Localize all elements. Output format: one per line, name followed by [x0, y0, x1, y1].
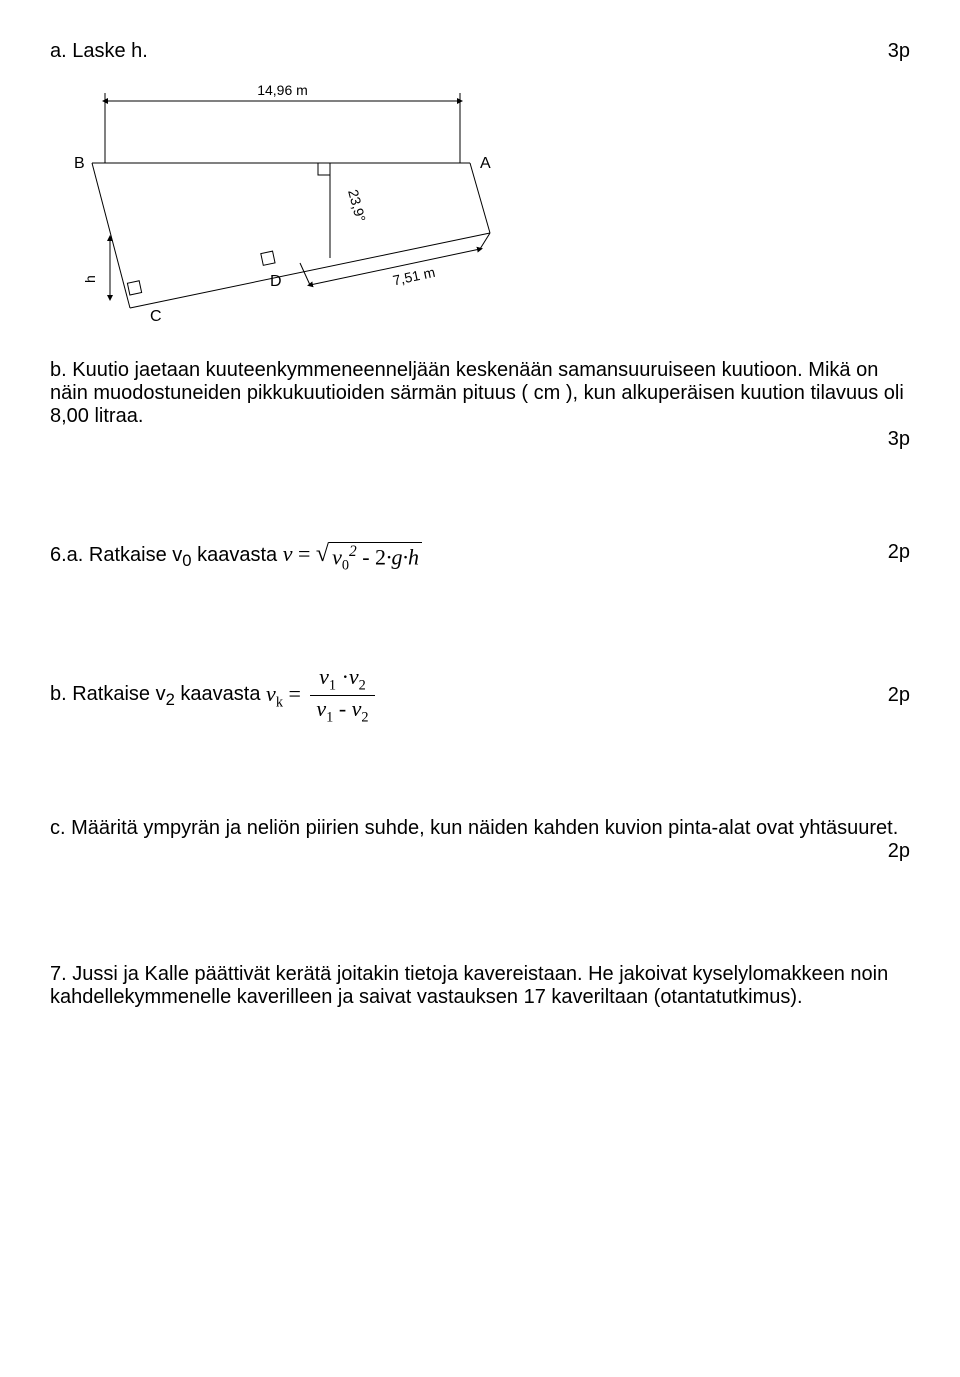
question-6b-content: b. Ratkaise v2 kaavasta vk = v1 ·v2 v1 -…	[50, 664, 379, 726]
question-6c-points-row: 2p	[50, 840, 910, 863]
q6b-num-dot: ·	[336, 664, 349, 689]
question-6a-row: 6.a. Ratkaise v0 kaavasta v = √ v02 - 2·…	[50, 541, 910, 574]
geometry-diagram: 14,96 m 7,51 m 23,9° h B A C D	[50, 73, 910, 329]
svg-text:h: h	[82, 275, 98, 283]
q6b-den-v2: v	[352, 696, 362, 721]
sqrt-icon: √	[316, 542, 329, 574]
question-6c-points: 2p	[888, 840, 910, 863]
svg-text:7,51 m: 7,51 m	[391, 264, 436, 289]
q6b-num-v2: v	[349, 664, 359, 689]
svg-text:D: D	[270, 273, 282, 290]
q6a-label-pre: 6.a. Ratkaise v	[50, 544, 182, 566]
q6a-label-post: kaavasta	[192, 544, 283, 566]
q6b-denominator: v1 - v2	[310, 696, 374, 727]
question-6a-content: 6.a. Ratkaise v0 kaavasta v = √ v02 - 2·…	[50, 541, 422, 574]
q6b-label-post: kaavasta	[175, 684, 266, 706]
q6b-vk-sub: k	[276, 694, 283, 710]
q6b-den-v2-sub: 2	[361, 709, 368, 725]
q6a-h: ·h	[403, 544, 420, 569]
q6b-num-v2-sub: 2	[359, 678, 366, 694]
q6b-vk: v	[266, 681, 276, 706]
q6a-minus: - 2	[357, 544, 386, 569]
q6a-lhs: v	[283, 541, 293, 566]
svg-text:23,9°: 23,9°	[345, 188, 369, 224]
q6b-label-pre: b. Ratkaise v	[50, 684, 166, 706]
q6b-label-sub: 2	[166, 691, 175, 710]
question-a-points: 3p	[888, 40, 910, 63]
q6b-eq: =	[288, 681, 306, 706]
q6b-numerator: v1 ·v2	[310, 664, 374, 696]
svg-text:B: B	[74, 155, 85, 172]
q6b-fraction: v1 ·v2 v1 - v2	[310, 664, 374, 726]
question-b-points-row: 3p	[50, 428, 910, 451]
diagram-svg: 14,96 m 7,51 m 23,9° h B A C D	[50, 73, 520, 323]
svg-text:14,96 m: 14,96 m	[257, 82, 308, 98]
q6b-den-minus: -	[333, 696, 351, 721]
svg-text:A: A	[480, 155, 491, 172]
question-7-text: 7. Jussi ja Kalle päättivät kerätä joita…	[50, 963, 910, 1009]
question-b-points: 3p	[888, 428, 910, 451]
question-6b-row: b. Ratkaise v2 kaavasta vk = v1 ·v2 v1 -…	[50, 664, 910, 726]
q6a-label-sub: 0	[182, 551, 191, 570]
q6a-g: ·g	[386, 544, 403, 569]
q6a-v0: v	[332, 544, 342, 569]
q6a-sqrt-body: v02 - 2·g·h	[329, 542, 422, 574]
q6b-num-v1-sub: 1	[329, 678, 336, 694]
q6a-sqrt: √ v02 - 2·g·h	[316, 542, 422, 574]
q6b-formula: vk = v1 ·v2 v1 - v2	[266, 681, 379, 706]
question-a-row: a. Laske h. 3p	[50, 40, 910, 63]
question-a-label: a. Laske h.	[50, 40, 148, 63]
question-6b-points: 2p	[888, 684, 910, 707]
q6a-eq: =	[298, 541, 310, 566]
q6b-den-v1: v	[316, 696, 326, 721]
q6b-num-v1: v	[319, 664, 329, 689]
svg-text:C: C	[150, 308, 162, 323]
q6a-v0-sup: 2	[349, 543, 357, 560]
q6a-formula: v = √ v02 - 2·g·h	[283, 541, 422, 566]
q6a-v0-sub: 0	[342, 558, 349, 574]
question-b-text: b. Kuutio jaetaan kuuteenkymmeneenneljää…	[50, 359, 910, 428]
question-6c-text: c. Määritä ympyrän ja neliön piirien suh…	[50, 817, 910, 840]
question-6a-points: 2p	[888, 541, 910, 564]
